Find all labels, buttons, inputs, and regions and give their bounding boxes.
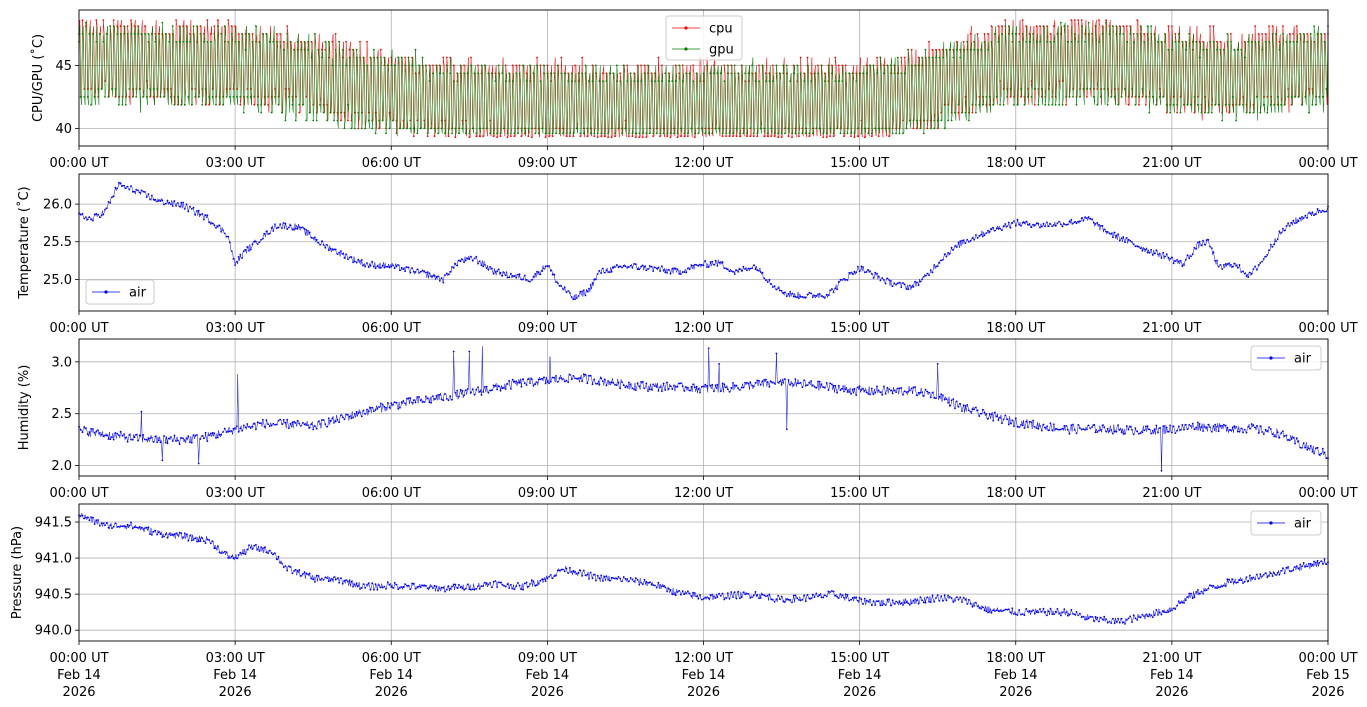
legend-marker-gpu — [684, 47, 688, 51]
legend: cpu gpu — [665, 15, 743, 61]
x-tick-label: 06:00 UT — [362, 156, 421, 171]
x-tick-label: 00:00 UT — [1298, 321, 1357, 336]
y-tick-label: 2.5 — [51, 407, 72, 422]
y-tick-label: 941.0 — [35, 552, 72, 567]
y-tick-label: 40 — [55, 122, 72, 137]
y-tick-label: 3.0 — [51, 355, 72, 370]
x-tick-label: 09:00 UT — [518, 486, 577, 501]
legend-marker-air — [1269, 521, 1273, 525]
legend-label-air: air — [129, 286, 147, 301]
x-tick-label: 15:00 UT — [830, 321, 889, 336]
series-air — [78, 181, 1329, 301]
x-tick-label: 00:00 UT — [1298, 156, 1357, 171]
x-tick-label: 06:00 UT — [362, 486, 421, 501]
legend-marker-air — [1269, 356, 1273, 360]
x-tick-label: 00:00 UT — [49, 321, 108, 336]
legend-label-air: air — [1294, 517, 1312, 532]
x-tick-label: 15:00 UT Feb 14 2026 — [830, 651, 889, 700]
x-tick-label: 00:00 UT Feb 15 2026 — [1298, 651, 1357, 700]
y-tick-label: 2.0 — [51, 459, 72, 474]
x-tick-label: 00:00 UT — [49, 486, 108, 501]
y-axis-label: Pressure (hPa) — [10, 526, 25, 619]
x-tick-label: 12:00 UT — [674, 156, 733, 171]
x-tick-label: 09:00 UT — [518, 321, 577, 336]
legend-label-gpu: gpu — [709, 43, 734, 58]
y-tick-label: 26.0 — [43, 198, 72, 213]
x-tick-label: 21:00 UT — [1142, 156, 1201, 171]
y-tick-label: 941.5 — [35, 516, 72, 531]
x-tick-label: 15:00 UT — [830, 486, 889, 501]
x-tick-label: 18:00 UT Feb 14 2026 — [986, 651, 1045, 700]
x-tick-label: 09:00 UT — [518, 156, 577, 171]
x-tick-label: 21:00 UT — [1142, 321, 1201, 336]
x-tick-label: 18:00 UT — [986, 486, 1045, 501]
x-tick-label: 06:00 UT — [362, 321, 421, 336]
legend: air — [1250, 345, 1322, 371]
legend-box — [1250, 510, 1322, 536]
pressure-panel: 940.0 940.5 941.0 941.5 00:00 UT Feb 14 2026 03… — [10, 503, 1358, 700]
x-tick-label: 06:00 UT Feb 14 2026 — [362, 651, 421, 700]
humidity-panel: 2.0 2.5 3.0 00:00 UT 03:00 UT 06:00 UT 09:00 U… — [17, 338, 1358, 501]
legend-marker-cpu — [684, 26, 688, 30]
series-air — [78, 512, 1329, 625]
x-tick-label: 03:00 UT — [206, 486, 265, 501]
series-gpu — [78, 21, 1329, 135]
x-tick-label: 00:00 UT — [49, 156, 108, 171]
legend: air — [1250, 510, 1322, 536]
temperature-panel: 25.0 25.5 26.0 00:00 UT 03:00 UT 06:00 UT 09:0… — [16, 173, 1358, 336]
y-axis-label: Humidity (%) — [17, 365, 32, 451]
x-tick-label: 00:00 UT — [1298, 486, 1357, 501]
y-axis-label: CPU/GPU (˚C) — [30, 34, 46, 122]
legend: air — [85, 279, 155, 305]
x-tick-label: 09:00 UT Feb 14 2026 — [518, 651, 577, 700]
x-tick-label: 21:00 UT — [1142, 486, 1201, 501]
x-tick-label: 00:00 UT Feb 14 2026 — [49, 651, 108, 700]
y-tick-label: 940.0 — [35, 624, 72, 639]
x-tick-label: 18:00 UT — [986, 156, 1045, 171]
x-tick-label: 03:00 UT — [206, 156, 265, 171]
y-tick-label: 940.5 — [35, 588, 72, 603]
y-axis-label: Temperature (˚C) — [16, 186, 32, 299]
x-tick-label: 15:00 UT — [830, 156, 889, 171]
series-air — [78, 346, 1329, 472]
x-tick-label: 21:00 UT Feb 14 2026 — [1142, 651, 1201, 700]
legend-label-cpu: cpu — [709, 22, 733, 37]
x-tick-label: 03:00 UT Feb 14 2026 — [206, 651, 265, 700]
x-tick-label: 12:00 UT — [674, 486, 733, 501]
legend-marker-air — [104, 290, 108, 294]
y-tick-label: 25.5 — [43, 235, 72, 250]
legend-label-air: air — [1294, 352, 1312, 367]
x-tick-label: 12:00 UT — [674, 321, 733, 336]
legend-box — [1250, 345, 1322, 371]
x-tick-label: 18:00 UT — [986, 321, 1045, 336]
cpu-gpu-panel: 40 45 00:00 UT 03:00 UT 06:00 UT 09:00 UT 12:0… — [30, 9, 1358, 171]
y-tick-label: 25.0 — [43, 273, 72, 288]
x-tick-label: 03:00 UT — [206, 321, 265, 336]
x-tick-label: 12:00 UT Feb 14 2026 — [674, 651, 733, 700]
y-tick-label: 45 — [55, 59, 72, 74]
